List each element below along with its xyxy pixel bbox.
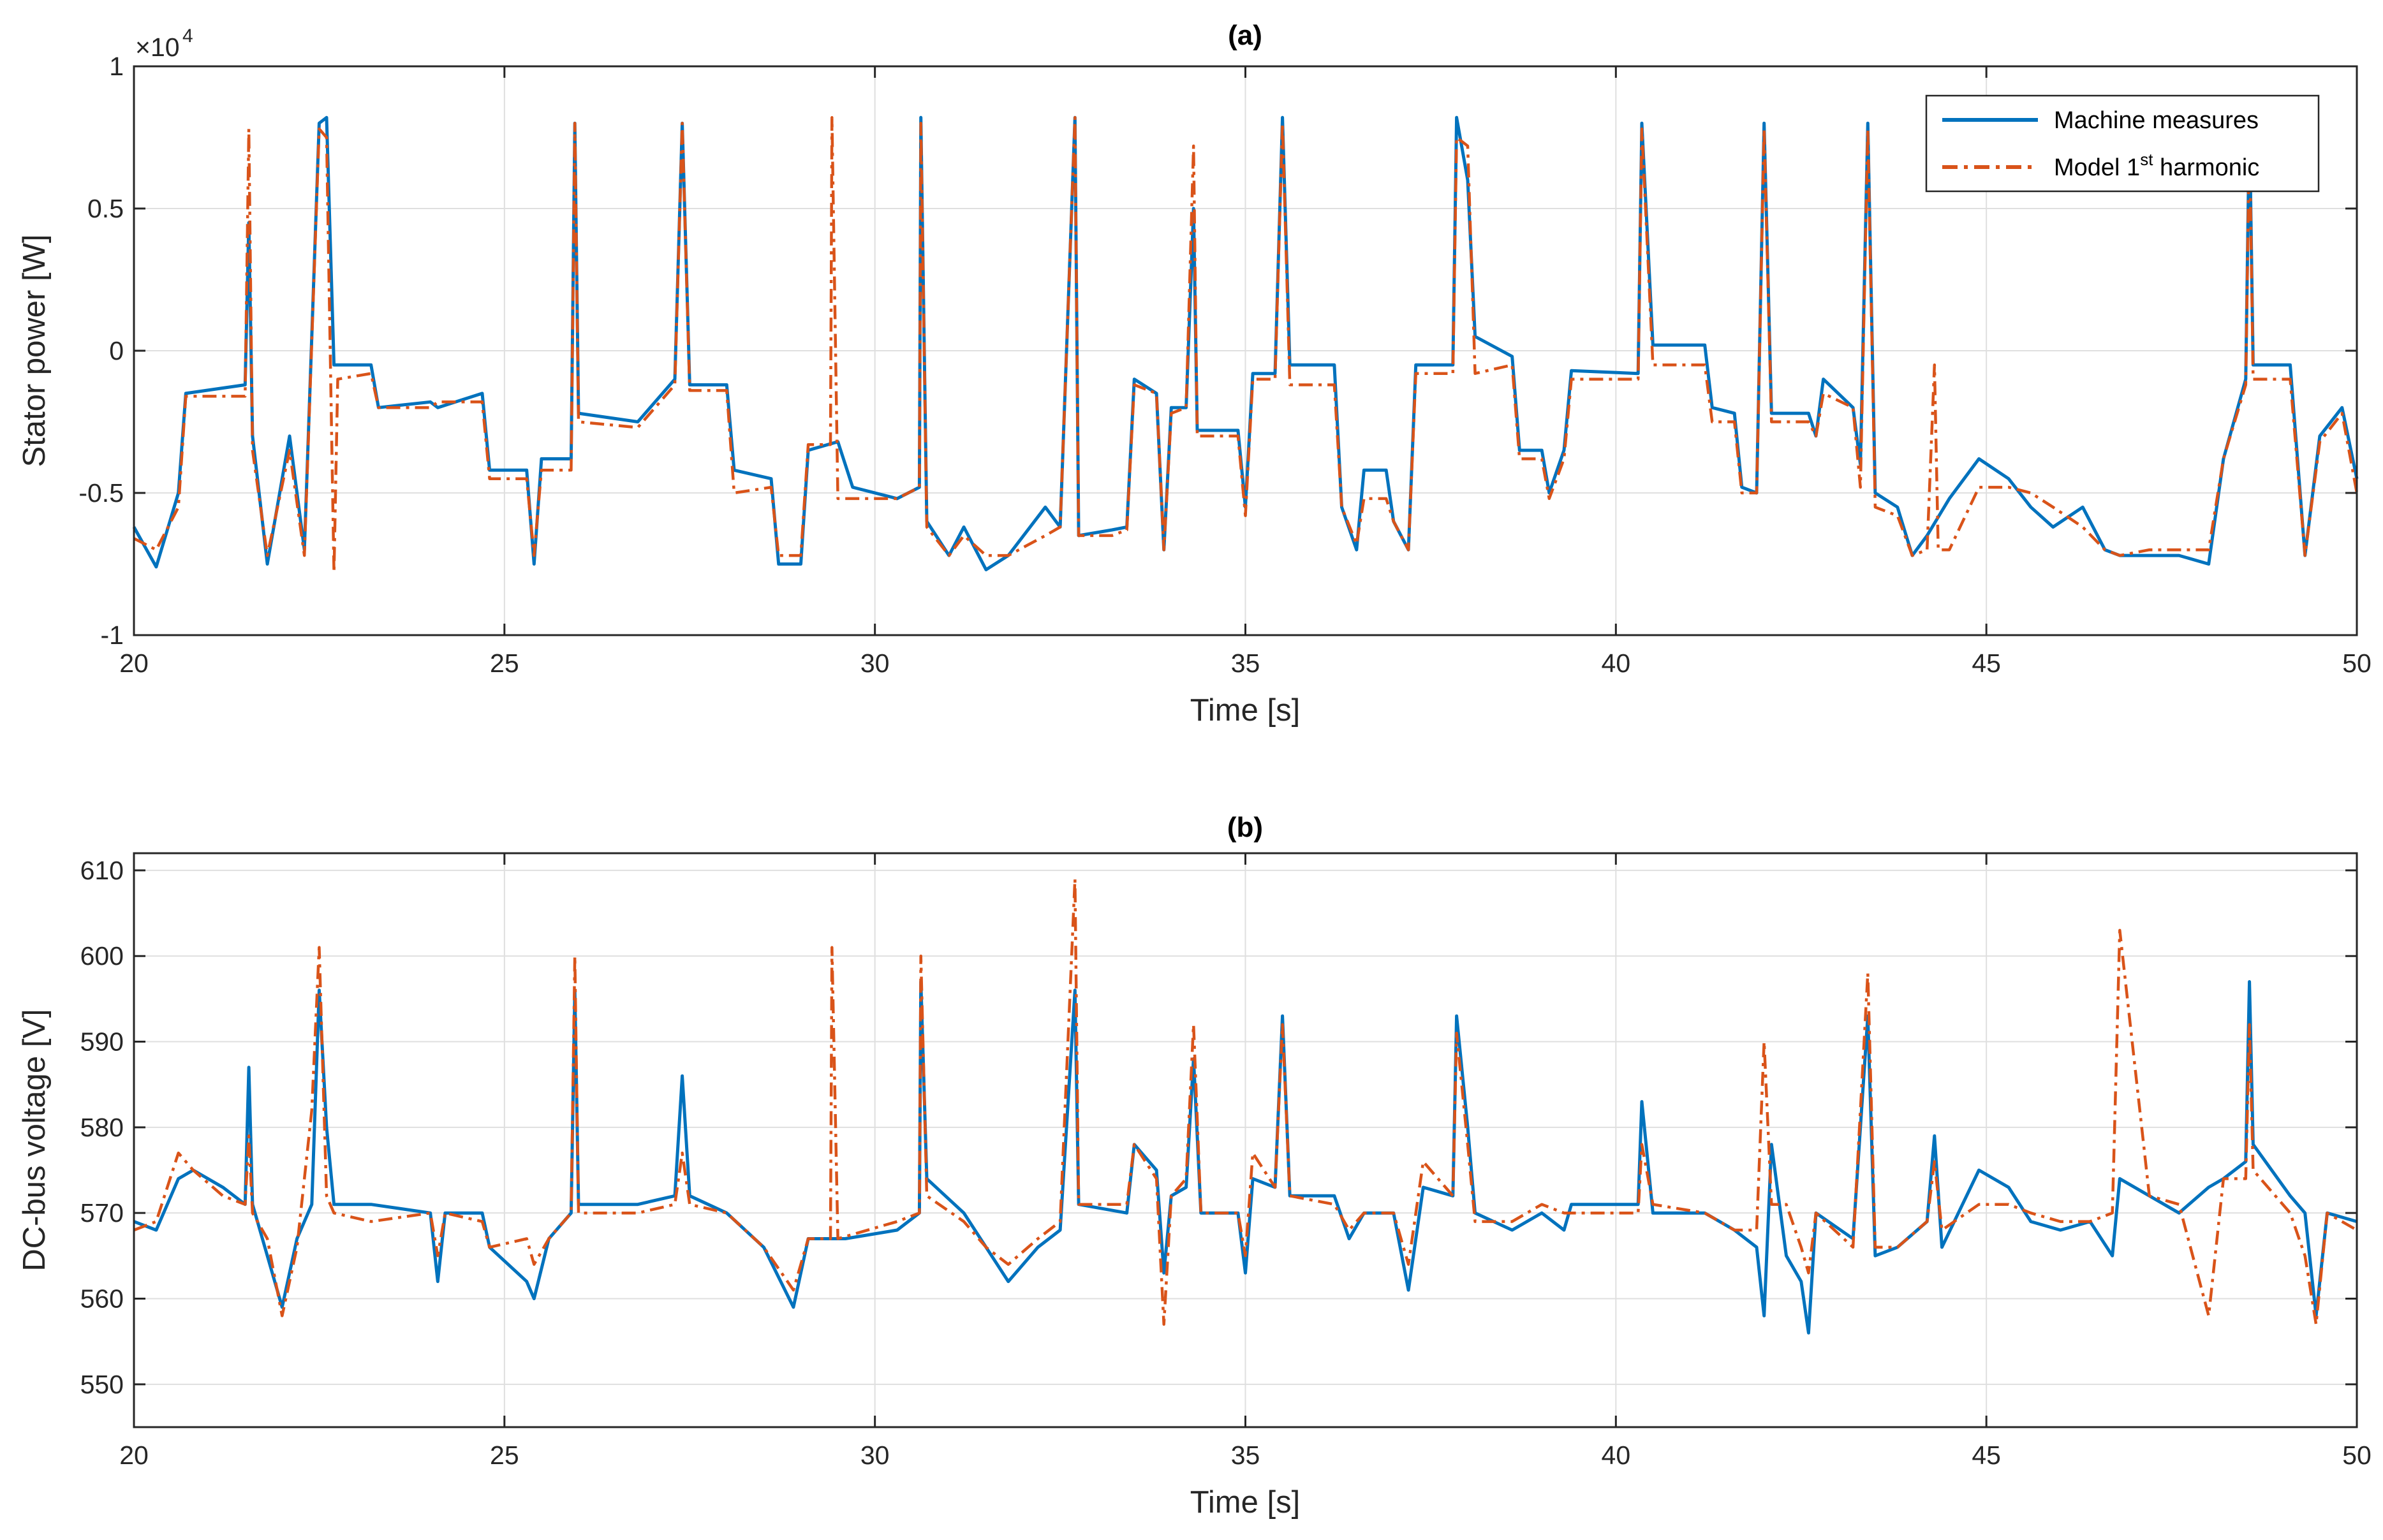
panel-a-x-axis-label: Time [s] <box>1190 693 1300 728</box>
panel-a-exponent-base: ×10 <box>135 33 180 62</box>
panel-b-title: (b) <box>1227 812 1263 843</box>
panel-a-series <box>132 115 2359 575</box>
legend: Machine measures Model 1st harmonic <box>1925 94 2320 193</box>
legend-label-model: Model 1st harmonic <box>2054 150 2259 181</box>
panel-b-y-tick-label: 590 <box>80 1027 124 1057</box>
legend-label-model-base: Model 1 <box>2054 154 2140 181</box>
panel-b-y-tick-label: 550 <box>80 1370 124 1399</box>
panel-a-y-tick-label: 0 <box>109 336 124 365</box>
legend-label-model-suffix: harmonic <box>2153 154 2259 181</box>
panel-b-y-tick-label: 600 <box>80 941 124 971</box>
panel-a-title: (a) <box>1228 20 1262 51</box>
panel-b-y-axis-label: DC-bus voltage [V] <box>17 1009 52 1271</box>
panel-b-x-tick-label: 25 <box>490 1441 519 1470</box>
legend-label-machine-measures: Machine measures <box>2054 107 2259 134</box>
panel-a-x-tick-label: 40 <box>1602 649 1631 678</box>
panel-b-ticks: 20 25 30 35 40 45 50 550 560 570 580 590 600 610 <box>80 853 2372 1470</box>
panel-b-y-tick-label: 610 <box>80 856 124 885</box>
panel-a-exponent-label: ×10 4 <box>135 26 193 62</box>
panel-b-x-tick-label: 50 <box>2342 1441 2372 1470</box>
panel-a-x-tick-label: 45 <box>1972 649 2001 678</box>
legend-box <box>1925 94 2320 193</box>
panel-a-y-tick-label: 0.5 <box>87 194 124 223</box>
panel-b-grid <box>133 853 2357 1427</box>
panel-b-series <box>133 877 2358 1335</box>
panel-a-series-model-1st-harmonic <box>133 116 2359 575</box>
panel-b-x-tick-label: 45 <box>1972 1441 2001 1470</box>
panel-a-ticks: 20 25 30 35 40 45 50 -1 -0.5 0 0.5 1 <box>78 52 2371 678</box>
panel-a-y-tick-label: 1 <box>109 52 124 81</box>
panel-b-x-tick-label: 40 <box>1602 1441 1631 1470</box>
panel-a-x-tick-label: 20 <box>119 649 149 678</box>
panel-a-y-tick-label: -1 <box>101 620 124 650</box>
panel-b-y-tick-label: 580 <box>80 1113 124 1142</box>
panel-a-x-tick-label: 25 <box>490 649 519 678</box>
panel-b-x-tick-label: 20 <box>119 1441 149 1470</box>
panel-a-y-axis-label: Stator power [W] <box>17 235 52 467</box>
panel-a-x-tick-label: 35 <box>1231 649 1260 678</box>
panel-a-y-tick-label: -0.5 <box>78 478 124 508</box>
panel-b-y-tick-label: 560 <box>80 1284 124 1314</box>
panel-a-x-tick-label: 30 <box>860 649 890 678</box>
panel-b-y-tick-label: 570 <box>80 1198 124 1228</box>
legend-label-model-superscript: st <box>2140 150 2153 169</box>
panel-a-exponent-power: 4 <box>182 26 193 47</box>
panel-b-x-tick-label: 35 <box>1231 1441 1260 1470</box>
panel-a-stator-power: 20 25 30 35 40 45 50 -1 -0.5 0 0.5 1 (a) Time [s] S… <box>17 20 2372 728</box>
panel-b-series-model-1st-harmonic <box>133 877 2358 1326</box>
panel-b-x-tick-label: 30 <box>860 1441 890 1470</box>
panel-b-series-machine-measures <box>133 980 2357 1335</box>
panel-a-x-tick-label: 50 <box>2342 649 2372 678</box>
panel-b-x-axis-label: Time [s] <box>1190 1485 1300 1520</box>
